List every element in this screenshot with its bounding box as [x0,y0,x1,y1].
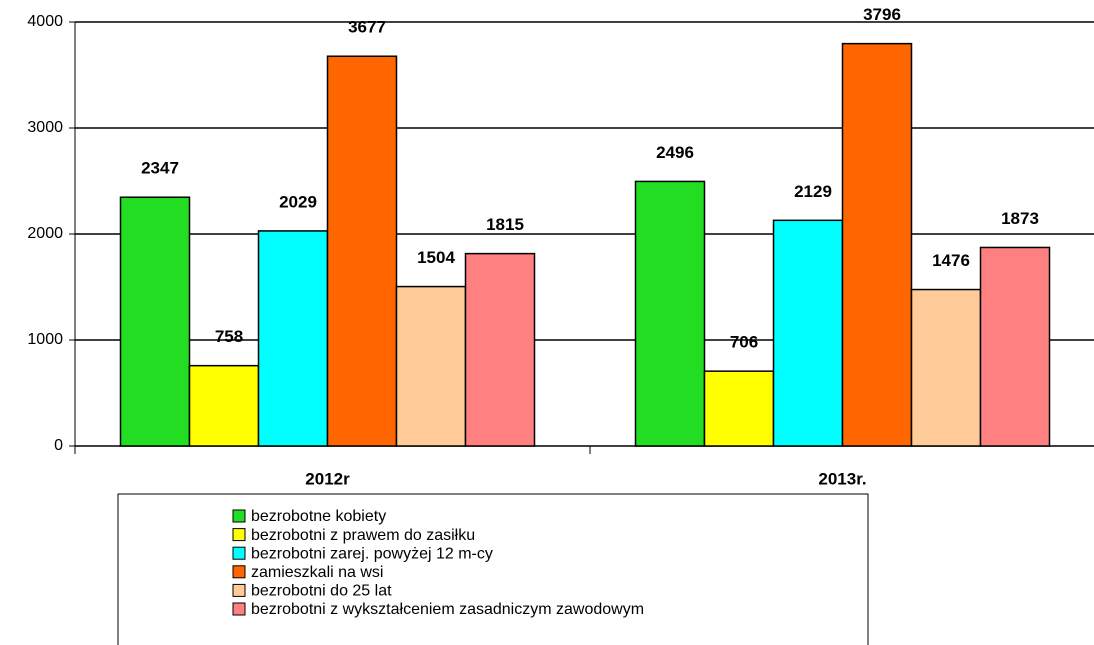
bar [772,219,844,447]
legend-swatch [232,509,246,523]
bar [841,42,913,447]
legend-swatch [232,565,246,579]
legend-swatch [232,528,246,542]
x-tick-label: 2012r [305,469,350,488]
legend-label: zamieszkali na wsi [251,564,383,581]
data-label: 1504 [417,248,455,267]
bar [257,230,329,447]
legend-label: bezrobotni z wykształceniem zasadniczym … [251,601,644,618]
data-label: 3796 [863,5,901,24]
x-tick-label: 2013r. [818,469,866,488]
bar [634,180,706,447]
y-tick-label: 4000 [27,13,63,30]
y-tick-label: 3000 [27,119,63,136]
legend-box [117,493,869,645]
data-label: 2129 [794,182,832,201]
data-label: 758 [215,327,243,346]
data-label: 2347 [141,159,179,178]
legend-swatch [232,602,246,616]
data-label: 2496 [656,143,694,162]
data-label: 2029 [279,192,317,211]
data-label: 1476 [932,251,970,270]
bar [979,246,1051,447]
data-label: 1873 [1001,209,1039,228]
y-tick-label: 0 [54,437,63,454]
data-label: 706 [730,333,758,352]
y-tick-label: 1000 [27,331,63,348]
legend-label: bezrobotni zarej. powyżej 12 m-cy [251,545,493,562]
y-tick-label: 2000 [27,225,63,242]
legend-swatch [232,583,246,597]
bar [395,285,467,447]
bar [910,288,982,447]
data-label: 1815 [486,215,524,234]
bar [326,55,398,447]
legend-label: bezrobotni z prawem do zasiłku [251,527,475,544]
legend-swatch [232,546,246,560]
bar [703,370,775,447]
data-label: 3677 [348,18,386,37]
bar [188,364,260,447]
bar [464,252,536,447]
bar [119,196,191,447]
legend-label: bezrobotne kobiety [251,508,386,525]
legend-label: bezrobotni do 25 lat [251,583,392,600]
